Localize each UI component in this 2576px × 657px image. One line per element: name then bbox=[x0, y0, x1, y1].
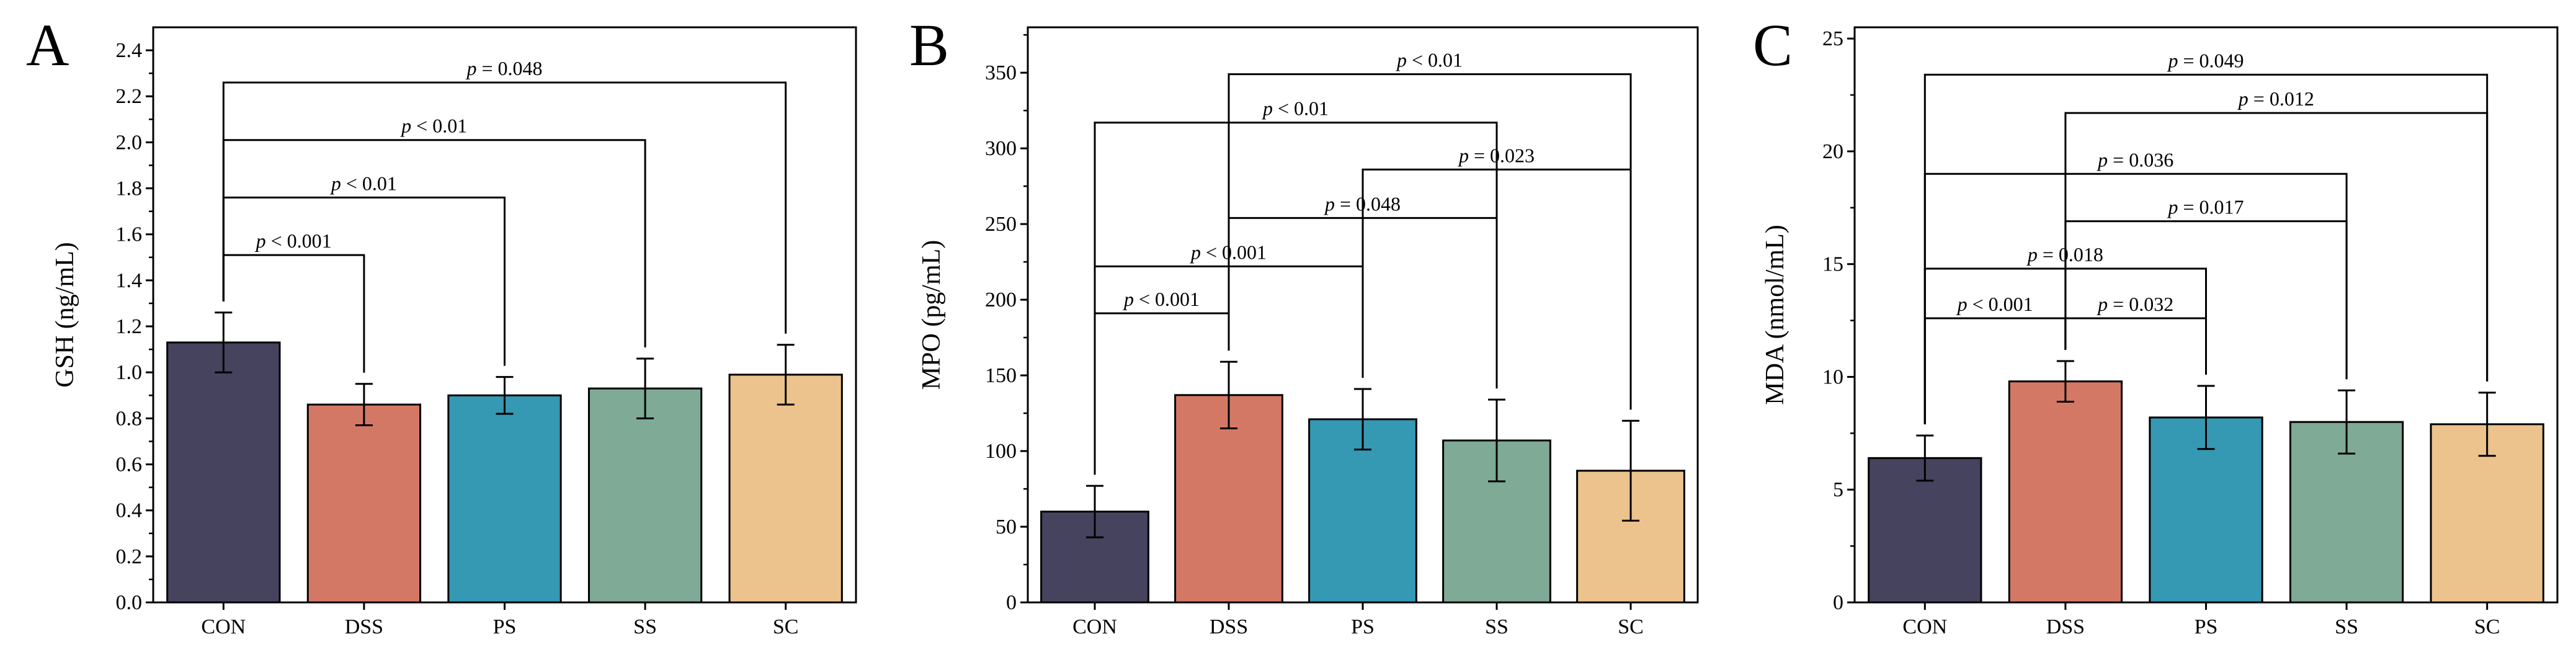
x-tick-label-con: CON bbox=[1072, 615, 1117, 638]
significance-label: p = 0.012 bbox=[2237, 87, 2314, 110]
x-tick-label-ss: SS bbox=[2335, 615, 2358, 638]
y-tick-label: 2.2 bbox=[116, 85, 143, 108]
x-tick-label-sc: SC bbox=[773, 615, 799, 638]
y-tick-label: 0 bbox=[1833, 591, 1843, 614]
significance-bracket bbox=[2064, 317, 2207, 375]
y-tick-label: 250 bbox=[985, 213, 1017, 236]
x-tick-label-ss: SS bbox=[1485, 615, 1509, 638]
x-tick-label-sc: SC bbox=[2474, 615, 2500, 638]
y-tick-label: 2.4 bbox=[116, 39, 143, 62]
bar-ps bbox=[1308, 418, 1417, 604]
bar-ss bbox=[587, 387, 703, 604]
significance-label: p = 0.017 bbox=[2167, 196, 2244, 218]
y-tick-label: 150 bbox=[985, 364, 1017, 387]
y-tick-label: 10 bbox=[1822, 365, 1843, 388]
significance-label: p < 0.001 bbox=[255, 230, 332, 252]
panel-letter-b: B bbox=[909, 12, 949, 78]
y-tick-label: 25 bbox=[1822, 27, 1843, 50]
significance-label: p = 0.048 bbox=[465, 57, 542, 79]
x-tick-label-dss: DSS bbox=[345, 615, 383, 638]
y-tick-label: 0 bbox=[1006, 591, 1017, 614]
significance-bracket bbox=[1228, 73, 1632, 410]
significance-label: p < 0.001 bbox=[1123, 288, 1200, 310]
y-tick-label: 50 bbox=[996, 516, 1017, 539]
y-tick-label: 1.6 bbox=[116, 223, 143, 246]
y-tick-label: 0.8 bbox=[116, 407, 143, 430]
y-axis-label: GSH (ng/mL) bbox=[51, 242, 79, 388]
panel-b-mpo-chart: B 0 50 100 150 200 250 300 350 MPO (pg/mL) CON DSS… bbox=[909, 12, 1699, 638]
x-tick-label-con: CON bbox=[1902, 615, 1947, 638]
x-tick-label-con: CON bbox=[201, 615, 246, 638]
y-tick-label: 15 bbox=[1822, 253, 1843, 276]
bar-ps bbox=[447, 394, 562, 604]
panel-c-mda-chart: C 0 5 10 15 20 25 MDA (nmol/mL) CON DSS PS SS SC p <… bbox=[1753, 12, 2559, 638]
y-tick-label: 5 bbox=[1833, 478, 1843, 501]
y-tick-label: 1.0 bbox=[116, 361, 143, 384]
y-tick-label: 20 bbox=[1822, 140, 1843, 163]
significance-bracket bbox=[222, 81, 787, 334]
bar-dss bbox=[1174, 394, 1283, 604]
y-tick-label: 0.2 bbox=[116, 545, 143, 568]
bar-dss bbox=[2008, 380, 2123, 604]
y-axis-label: MPO (pg/mL) bbox=[917, 240, 946, 390]
x-tick-label-ps: PS bbox=[493, 615, 517, 638]
panel-letter-c: C bbox=[1753, 12, 1793, 78]
significance-label: p < 0.01 bbox=[1396, 49, 1463, 71]
panel-letter-a: A bbox=[26, 12, 69, 78]
y-tick-label: 300 bbox=[985, 137, 1017, 160]
x-tick-label-dss: DSS bbox=[1210, 615, 1248, 638]
y-tick-label: 1.8 bbox=[116, 177, 143, 200]
y-tick-label: 0.4 bbox=[116, 499, 143, 522]
significance-label: p < 0.001 bbox=[1956, 293, 2033, 315]
significance-label: p < 0.01 bbox=[330, 172, 397, 194]
significance-label: p < 0.01 bbox=[400, 115, 467, 137]
bar-con bbox=[166, 341, 281, 604]
bar-con bbox=[1868, 457, 1982, 604]
significance-label: p = 0.023 bbox=[1458, 144, 1535, 166]
significance-label: p = 0.048 bbox=[1324, 192, 1401, 215]
x-tick-label-ps: PS bbox=[1351, 615, 1375, 638]
y-tick-label: 100 bbox=[985, 440, 1017, 463]
y-tick-label: 350 bbox=[985, 61, 1017, 84]
y-tick-label: 0.0 bbox=[116, 591, 143, 614]
x-tick-label-sc: SC bbox=[1618, 615, 1644, 638]
y-tick-label: 200 bbox=[985, 288, 1017, 311]
significance-label: p = 0.032 bbox=[2097, 293, 2173, 315]
significance-label: p < 0.001 bbox=[1190, 241, 1267, 263]
significance-label: p = 0.036 bbox=[2097, 148, 2173, 171]
panel-a-gsh-chart: A 0.0 0.2 0.4 0.6 0.8 1.0 1.2 1.4 1.6 1.8 2.0 2.2 2.… bbox=[26, 12, 857, 638]
y-tick-label: 1.4 bbox=[116, 269, 143, 292]
y-tick-label: 0.6 bbox=[116, 454, 143, 476]
significance-label: p = 0.018 bbox=[2026, 243, 2103, 266]
x-tick-label-ps: PS bbox=[2195, 615, 2218, 638]
significance-label: p = 0.049 bbox=[2167, 49, 2244, 71]
x-tick-label-dss: DSS bbox=[2046, 615, 2085, 638]
bar-dss bbox=[306, 403, 422, 604]
bar-sc bbox=[728, 373, 843, 604]
y-tick-label: 1.2 bbox=[116, 315, 143, 338]
x-tick-label-ss: SS bbox=[633, 615, 657, 638]
significance-label: p < 0.01 bbox=[1262, 97, 1329, 120]
significance-bracket bbox=[1923, 73, 2489, 424]
y-tick-label: 2.0 bbox=[116, 131, 143, 154]
significance-bracket bbox=[1094, 122, 1498, 475]
y-axis-label: MDA (nmol/mL) bbox=[1761, 225, 1789, 405]
